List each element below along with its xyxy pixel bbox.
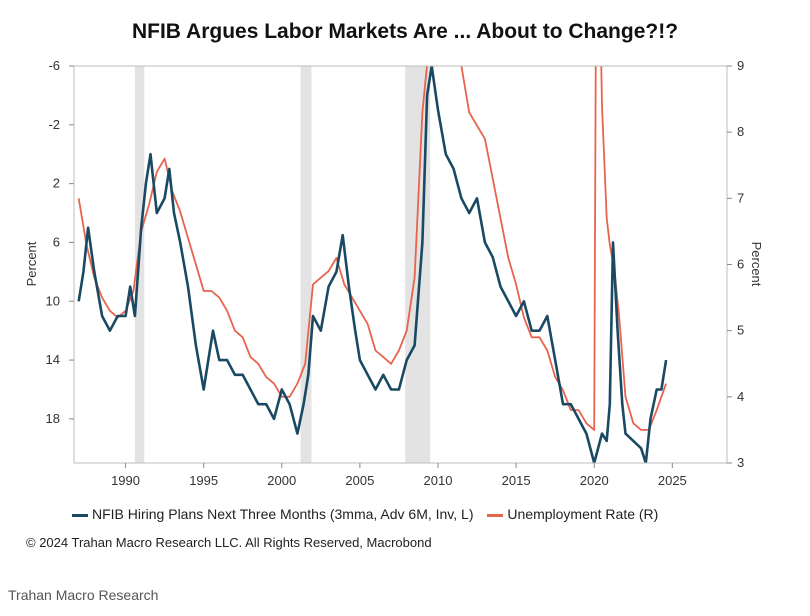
left-tick-label-3: 6 xyxy=(53,234,60,249)
x-tick-label-1: 1995 xyxy=(189,473,218,488)
recession-bands xyxy=(134,66,431,463)
x-tick-label-2: 2000 xyxy=(267,473,296,488)
legend: NFIB Hiring Plans Next Three Months (3mm… xyxy=(72,506,668,522)
x-tick-label-3: 2005 xyxy=(345,473,374,488)
source-caption: Trahan Macro Research xyxy=(8,587,159,603)
right-tick-label-6: 9 xyxy=(737,58,744,73)
legend-label-nfib: NFIB Hiring Plans Next Three Months (3mm… xyxy=(92,506,474,522)
left-axis-title: Percent xyxy=(24,241,39,286)
chart-title: NFIB Argues Labor Markets Are ... About … xyxy=(131,20,679,43)
right-tick-label-1: 4 xyxy=(737,389,744,404)
x-tick-label-0: 1990 xyxy=(111,473,140,488)
left-tick-label-6: 18 xyxy=(46,411,60,426)
left-axis: -6 -2 2 6 10 14 18 xyxy=(46,58,74,426)
x-tick-label-4: 2010 xyxy=(424,473,453,488)
left-tick-label-0: -6 xyxy=(48,58,60,73)
series-line-nfib-hiring-plans xyxy=(77,66,668,463)
left-tick-label-1: -2 xyxy=(48,117,60,132)
right-axis: 3 4 5 6 7 8 9 xyxy=(727,58,744,470)
left-tick-label-5: 14 xyxy=(46,352,60,367)
x-tick-label-5: 2015 xyxy=(502,473,531,488)
plot-frame xyxy=(73,65,728,464)
left-tick-label-2: 2 xyxy=(53,176,60,191)
legend-swatch-unemployment xyxy=(487,513,504,517)
recession-band-1 xyxy=(300,66,312,463)
legend-swatch-nfib xyxy=(72,513,88,517)
legend-label-unemployment: Unemployment Rate (R) xyxy=(507,506,659,522)
right-axis-title: Percent xyxy=(749,242,764,287)
right-tick-label-2: 5 xyxy=(737,323,744,338)
right-tick-label-4: 7 xyxy=(737,190,744,205)
right-tick-label-0: 3 xyxy=(737,455,744,470)
x-tick-label-7: 2025 xyxy=(658,473,687,488)
legend-entry-nfib: NFIB Hiring Plans Next Three Months (3mm… xyxy=(72,506,474,522)
x-axis: 1990 1995 2000 2005 2010 2015 2020 2025 xyxy=(111,463,687,488)
legend-entry-unemployment: Unemployment Rate (R) xyxy=(487,506,658,522)
right-tick-label-3: 6 xyxy=(737,257,744,272)
series-line-unemployment-rate xyxy=(77,66,667,431)
x-tick-label-6: 2020 xyxy=(580,473,609,488)
right-tick-label-5: 8 xyxy=(737,124,744,139)
left-tick-label-4: 10 xyxy=(46,293,60,308)
series-lines xyxy=(77,66,668,463)
copyright-notice: © 2024 Trahan Macro Research LLC. All Ri… xyxy=(26,535,432,550)
